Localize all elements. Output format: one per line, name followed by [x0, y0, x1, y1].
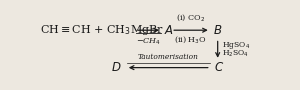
Text: (ii) H$_3$O: (ii) H$_3$O: [175, 34, 207, 45]
Text: Tautomerisation: Tautomerisation: [138, 53, 199, 61]
Text: HgSO$_4$: HgSO$_4$: [222, 40, 250, 51]
Text: $A$: $A$: [164, 24, 174, 37]
Text: $B$: $B$: [213, 24, 222, 37]
Text: $C$: $C$: [214, 61, 224, 74]
Text: (i) CO$_2$: (i) CO$_2$: [176, 12, 206, 23]
Text: $D$: $D$: [111, 61, 121, 74]
Text: CH$\equiv$CH + CH$_3$MgBr: CH$\equiv$CH + CH$_3$MgBr: [40, 23, 164, 37]
Text: $-$CH$_4$: $-$CH$_4$: [136, 36, 161, 47]
Text: H$_2$SO$_4$: H$_2$SO$_4$: [222, 49, 249, 59]
